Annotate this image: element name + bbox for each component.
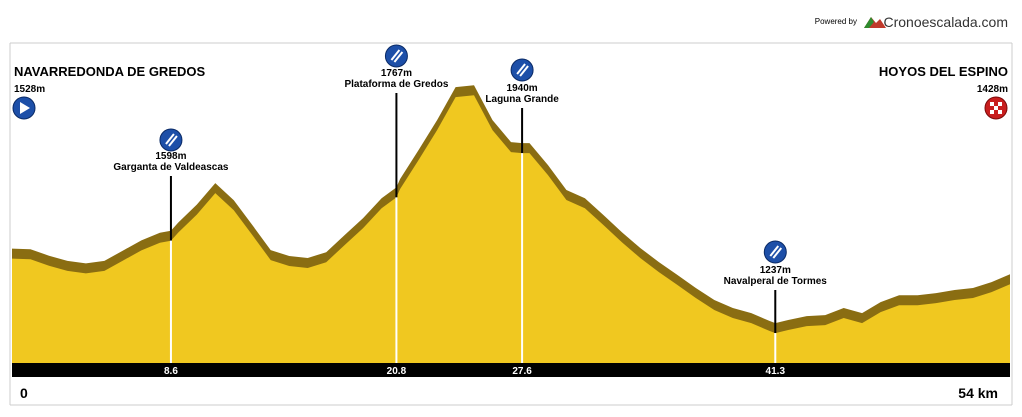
waypoint-name: Garganta de Valdeascas [113, 162, 229, 173]
waypoint-name: Plataforma de Gredos [344, 79, 448, 90]
brand-logo-part [864, 17, 874, 28]
x-tick-label: 54 km [958, 385, 998, 401]
waypoint-name: Navalperal de Tormes [724, 276, 828, 287]
finish-elevation: 1428m [977, 84, 1008, 95]
finish-icon-flag [990, 102, 1002, 114]
start-elevation: 1528m [14, 84, 45, 95]
waypoint-icon-stripes [516, 63, 529, 77]
x-tick-label: 8.6 [164, 366, 178, 377]
waypoint-name: Laguna Grande [485, 94, 559, 105]
waypoint-elevation: 1767m [381, 68, 412, 79]
start-name: NAVARREDONDA DE GREDOS [14, 64, 205, 79]
x-tick-label: 41.3 [766, 366, 786, 377]
waypoint-elevation: 1598m [155, 151, 186, 162]
waypoint-icon [384, 44, 408, 68]
profile-area [12, 95, 1010, 364]
brand: Cronoescalada.com [883, 14, 1008, 30]
x-tick-label: 0 [20, 385, 28, 401]
waypoint-icon [159, 128, 183, 152]
waypoint-icon-stripes [390, 49, 404, 63]
frame [9, 42, 1013, 406]
x-tick-label: 27.6 [512, 366, 532, 377]
waypoint-icon [763, 240, 787, 264]
waypoint-icon-stripes [165, 133, 178, 147]
distance-bar [12, 363, 1010, 377]
start-icon-arrow [20, 102, 30, 114]
powered-by: Powered by [815, 17, 857, 26]
x-tick-label: 20.8 [387, 366, 407, 377]
waypoint-elevation: 1940m [507, 83, 538, 94]
waypoint-icon-stripes [769, 245, 783, 259]
waypoint-elevation: 1237m [760, 265, 791, 276]
finish-name: HOYOS DEL ESPINO [879, 64, 1008, 79]
waypoint-icon [510, 58, 534, 82]
